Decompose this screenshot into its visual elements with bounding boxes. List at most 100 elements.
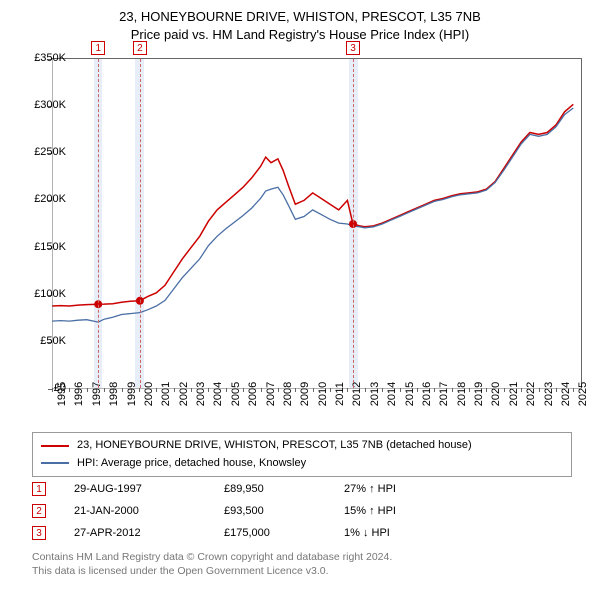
x-tick [174,388,175,392]
x-axis-label: 2007 [265,382,277,406]
x-tick [330,388,331,392]
sale-marker-box: 1 [32,482,46,496]
sale-marker-box: 2 [133,41,147,55]
x-tick [278,388,279,392]
legend-label: 23, HONEYBOURNE DRIVE, WHISTON, PRESCOT,… [77,437,472,455]
footer-attribution: Contains HM Land Registry data © Crown c… [32,550,392,578]
x-tick [191,388,192,392]
sale-date: 29-AUG-1997 [74,483,224,495]
sale-vline [140,59,141,388]
sales-table: 1 29-AUG-1997 £89,950 27% ↑ HPI 2 21-JAN… [32,478,572,544]
x-axis-label: 2005 [230,382,242,406]
sale-marker-box: 3 [346,41,360,55]
x-axis-label: 2019 [473,382,485,406]
x-tick [261,388,262,392]
y-axis-label: £100K [18,288,66,300]
legend-label: HPI: Average price, detached house, Know… [77,455,306,473]
x-tick [69,388,70,392]
sale-pct: 15% ↑ HPI [344,505,464,517]
x-tick [469,388,470,392]
x-axis-label: 2001 [160,382,172,406]
sale-price: £89,950 [224,483,344,495]
y-axis-label: £50K [18,335,66,347]
x-tick [104,388,105,392]
chart-plot-area [52,58,582,388]
x-axis-label: 1997 [91,382,103,406]
x-axis-label: 1995 [56,382,68,406]
x-tick [122,388,123,392]
legend-row: HPI: Average price, detached house, Know… [41,455,563,473]
x-tick [365,388,366,392]
x-tick [539,388,540,392]
footer-line-2: This data is licensed under the Open Gov… [32,564,392,578]
chart-svg [52,59,582,389]
legend-swatch [41,462,69,464]
x-tick [295,388,296,392]
legend-swatch [41,445,69,447]
x-axis-label: 2006 [247,382,259,406]
x-tick [434,388,435,392]
x-tick [556,388,557,392]
x-tick [504,388,505,392]
x-tick [347,388,348,392]
x-axis-label: 2025 [577,382,589,406]
x-tick [573,388,574,392]
x-tick [521,388,522,392]
x-axis-label: 2016 [421,382,433,406]
sales-row: 1 29-AUG-1997 £89,950 27% ↑ HPI [32,478,572,500]
x-axis-label: 2015 [404,382,416,406]
x-axis-label: 2011 [334,382,346,406]
x-tick [313,388,314,392]
sale-date: 21-JAN-2000 [74,505,224,517]
x-axis-label: 2008 [282,382,294,406]
sales-row: 2 21-JAN-2000 £93,500 15% ↑ HPI [32,500,572,522]
x-tick [400,388,401,392]
footer-line-1: Contains HM Land Registry data © Crown c… [32,550,392,564]
sale-vline [98,59,99,388]
x-axis-label: 2024 [560,382,572,406]
y-axis-label: £150K [18,241,66,253]
y-axis-label: £200K [18,193,66,205]
x-tick [417,388,418,392]
x-tick [87,388,88,392]
title-line-2: Price paid vs. HM Land Registry's House … [0,26,600,44]
x-axis-label: 2002 [178,382,190,406]
sale-marker-box: 2 [32,504,46,518]
x-axis-label: 2004 [212,382,224,406]
legend-row: 23, HONEYBOURNE DRIVE, WHISTON, PRESCOT,… [41,437,563,455]
x-tick [156,388,157,392]
legend-box: 23, HONEYBOURNE DRIVE, WHISTON, PRESCOT,… [32,432,572,477]
sales-row: 3 27-APR-2012 £175,000 1% ↓ HPI [32,522,572,544]
y-axis-label: £350K [18,52,66,64]
sale-vline [353,59,354,388]
x-axis-label: 2009 [299,382,311,406]
sale-pct: 27% ↑ HPI [344,483,464,495]
x-axis-label: 2022 [525,382,537,406]
x-axis-label: 2000 [143,382,155,406]
sale-date: 27-APR-2012 [74,527,224,539]
x-axis-label: 2003 [195,382,207,406]
x-axis-label: 1996 [73,382,85,406]
x-axis-label: 2013 [369,382,381,406]
x-tick [226,388,227,392]
x-tick [486,388,487,392]
x-tick [243,388,244,392]
sale-marker-box: 3 [32,526,46,540]
x-tick [382,388,383,392]
sale-price: £175,000 [224,527,344,539]
x-axis-label: 2010 [317,382,329,406]
chart-title: 23, HONEYBOURNE DRIVE, WHISTON, PRESCOT,… [0,0,600,44]
series-price_paid [52,104,573,306]
x-axis-label: 1999 [126,382,138,406]
sale-pct: 1% ↓ HPI [344,527,464,539]
x-axis-label: 2023 [543,382,555,406]
sale-marker-box: 1 [91,41,105,55]
x-tick [139,388,140,392]
x-axis-label: 2020 [490,382,502,406]
series-hpi [52,108,573,322]
x-tick [208,388,209,392]
y-axis-label: £250K [18,146,66,158]
y-axis-label: £300K [18,99,66,111]
x-tick [452,388,453,392]
x-axis-label: 2017 [438,382,450,406]
